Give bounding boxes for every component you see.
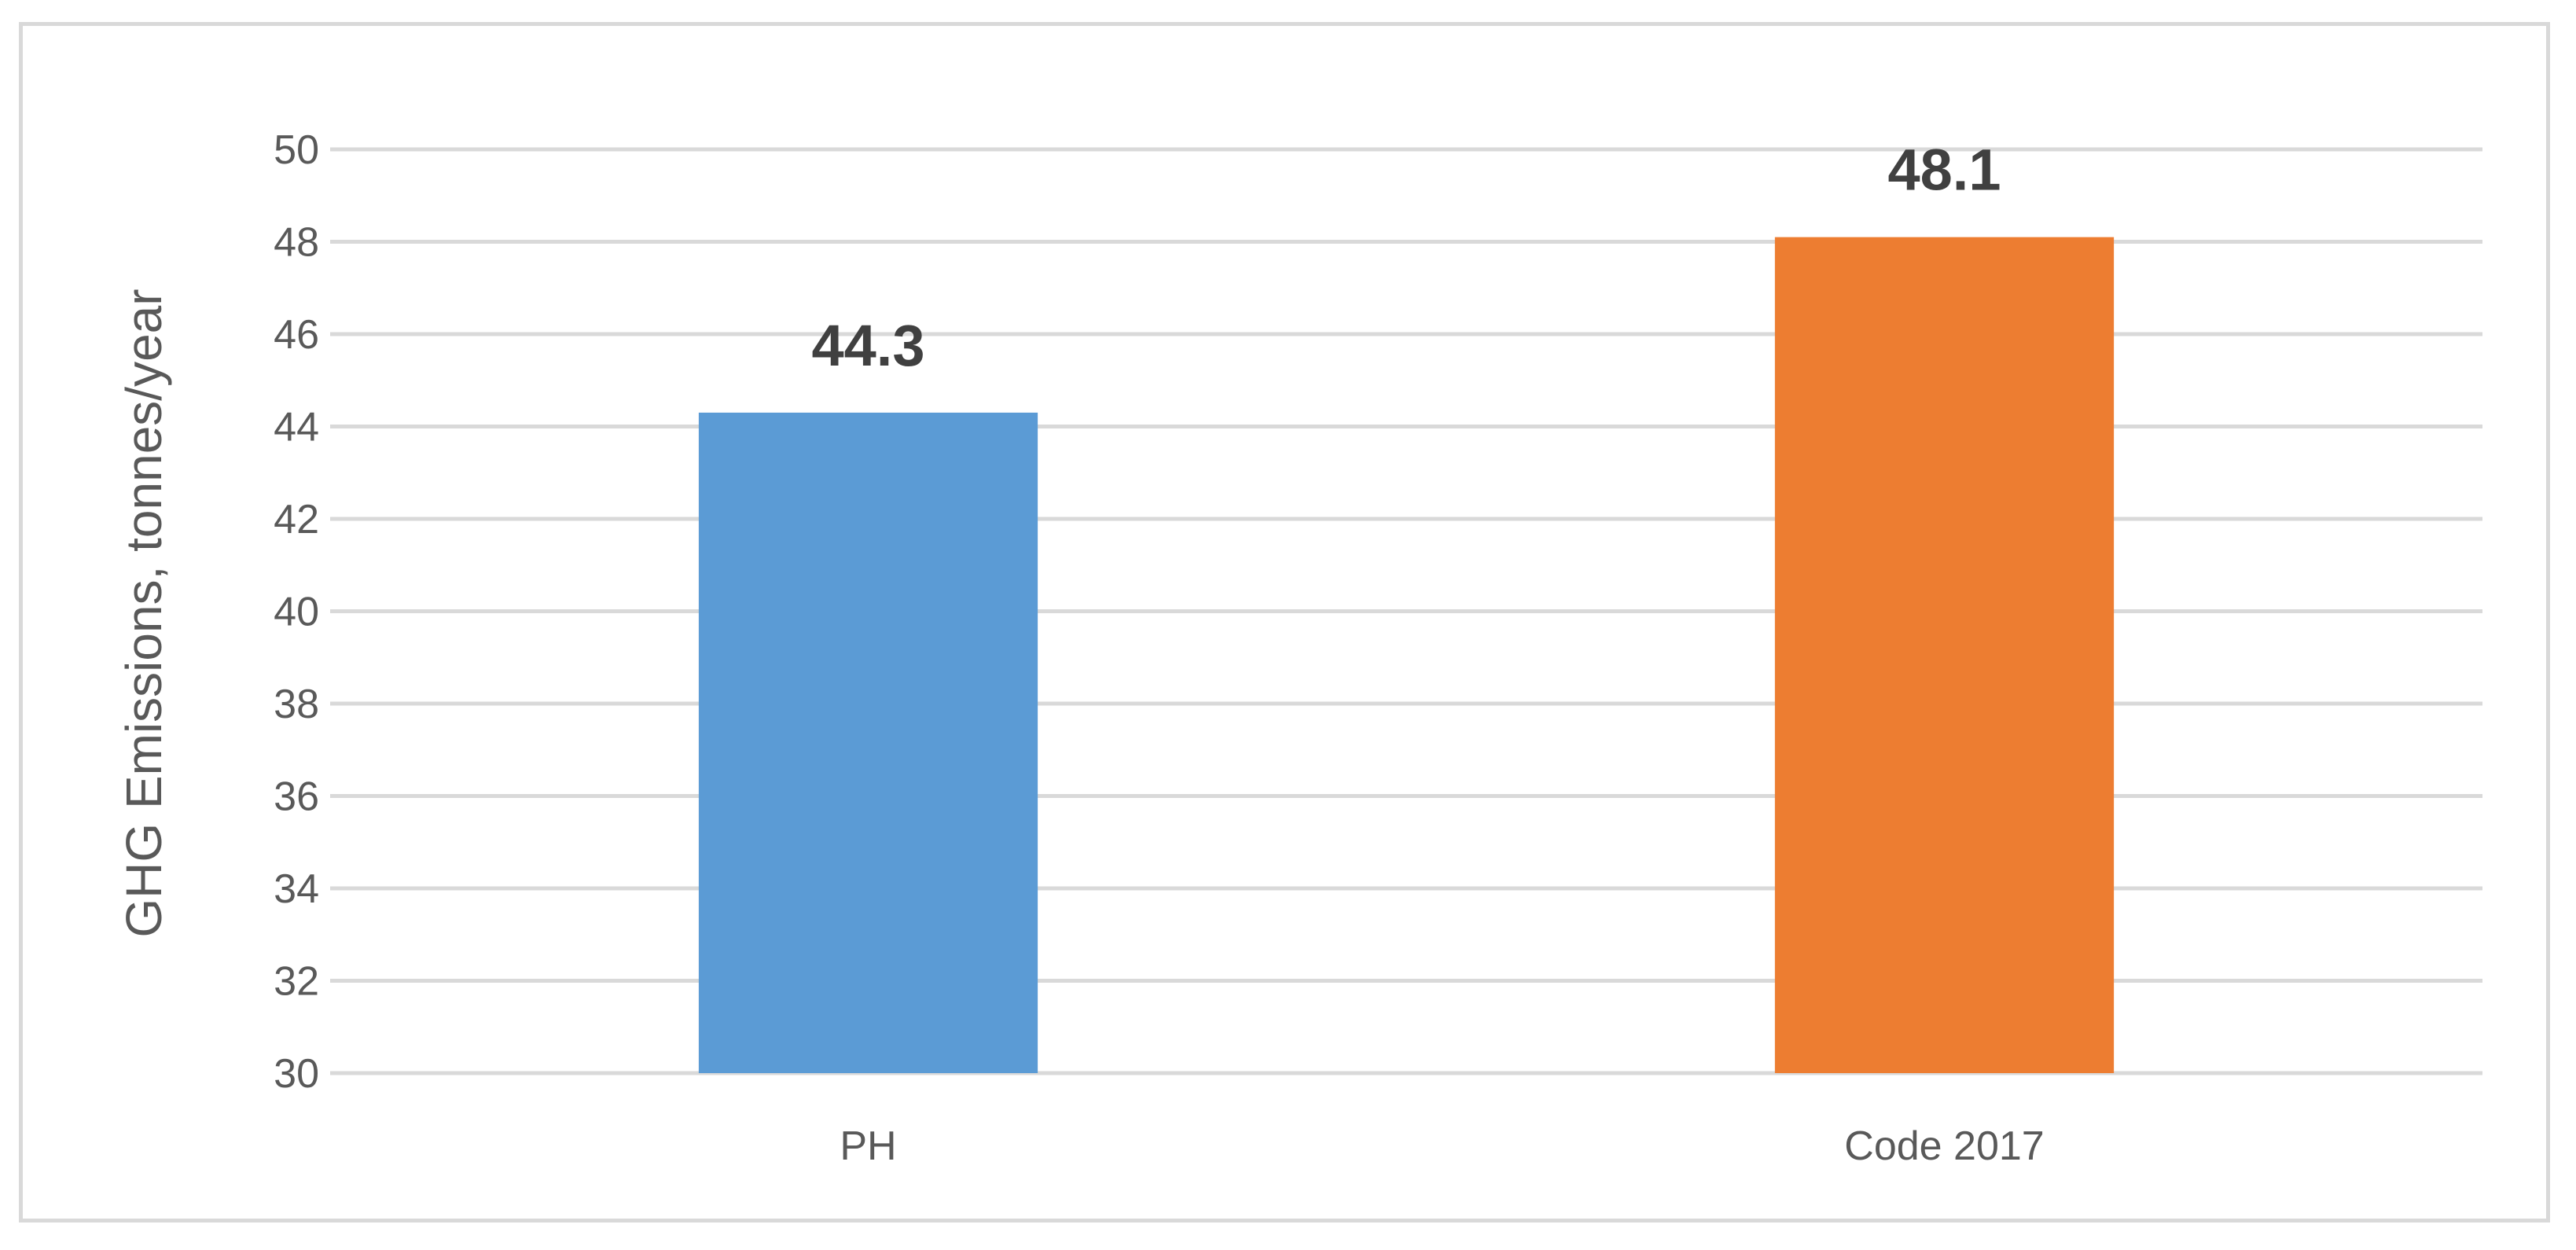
y-axis-tick-labels: 30 32 34 36 38 40 42 44 46 48 50 <box>274 127 319 1097</box>
bars <box>698 237 2115 1073</box>
y-tick-label: 30 <box>274 1051 319 1097</box>
y-axis-title: GHG Emissions, tonnes/year <box>116 289 172 937</box>
y-tick-label: 46 <box>274 312 319 358</box>
y-tick-label: 38 <box>274 682 319 727</box>
data-label: 48.1 <box>1887 138 2001 203</box>
y-tick-label: 40 <box>274 590 319 635</box>
gridlines <box>330 147 2482 1075</box>
x-axis-category-labels: PH Code 2017 <box>840 1123 2044 1169</box>
y-tick-label: 44 <box>274 405 319 450</box>
x-category-label: PH <box>840 1123 896 1169</box>
y-tick-label: 42 <box>274 497 319 542</box>
bar-code-2017 <box>1774 237 2115 1073</box>
y-tick-label: 36 <box>274 774 319 820</box>
y-tick-label: 32 <box>274 959 319 1005</box>
chart-frame <box>19 22 2550 1222</box>
x-category-label: Code 2017 <box>1844 1123 2044 1169</box>
data-labels: 44.3 48.1 <box>811 138 2001 378</box>
y-tick-label: 48 <box>274 220 319 266</box>
y-tick-label: 34 <box>274 866 319 912</box>
data-label: 44.3 <box>811 313 924 378</box>
bar-ph <box>698 412 1038 1073</box>
y-tick-label: 50 <box>274 127 319 173</box>
